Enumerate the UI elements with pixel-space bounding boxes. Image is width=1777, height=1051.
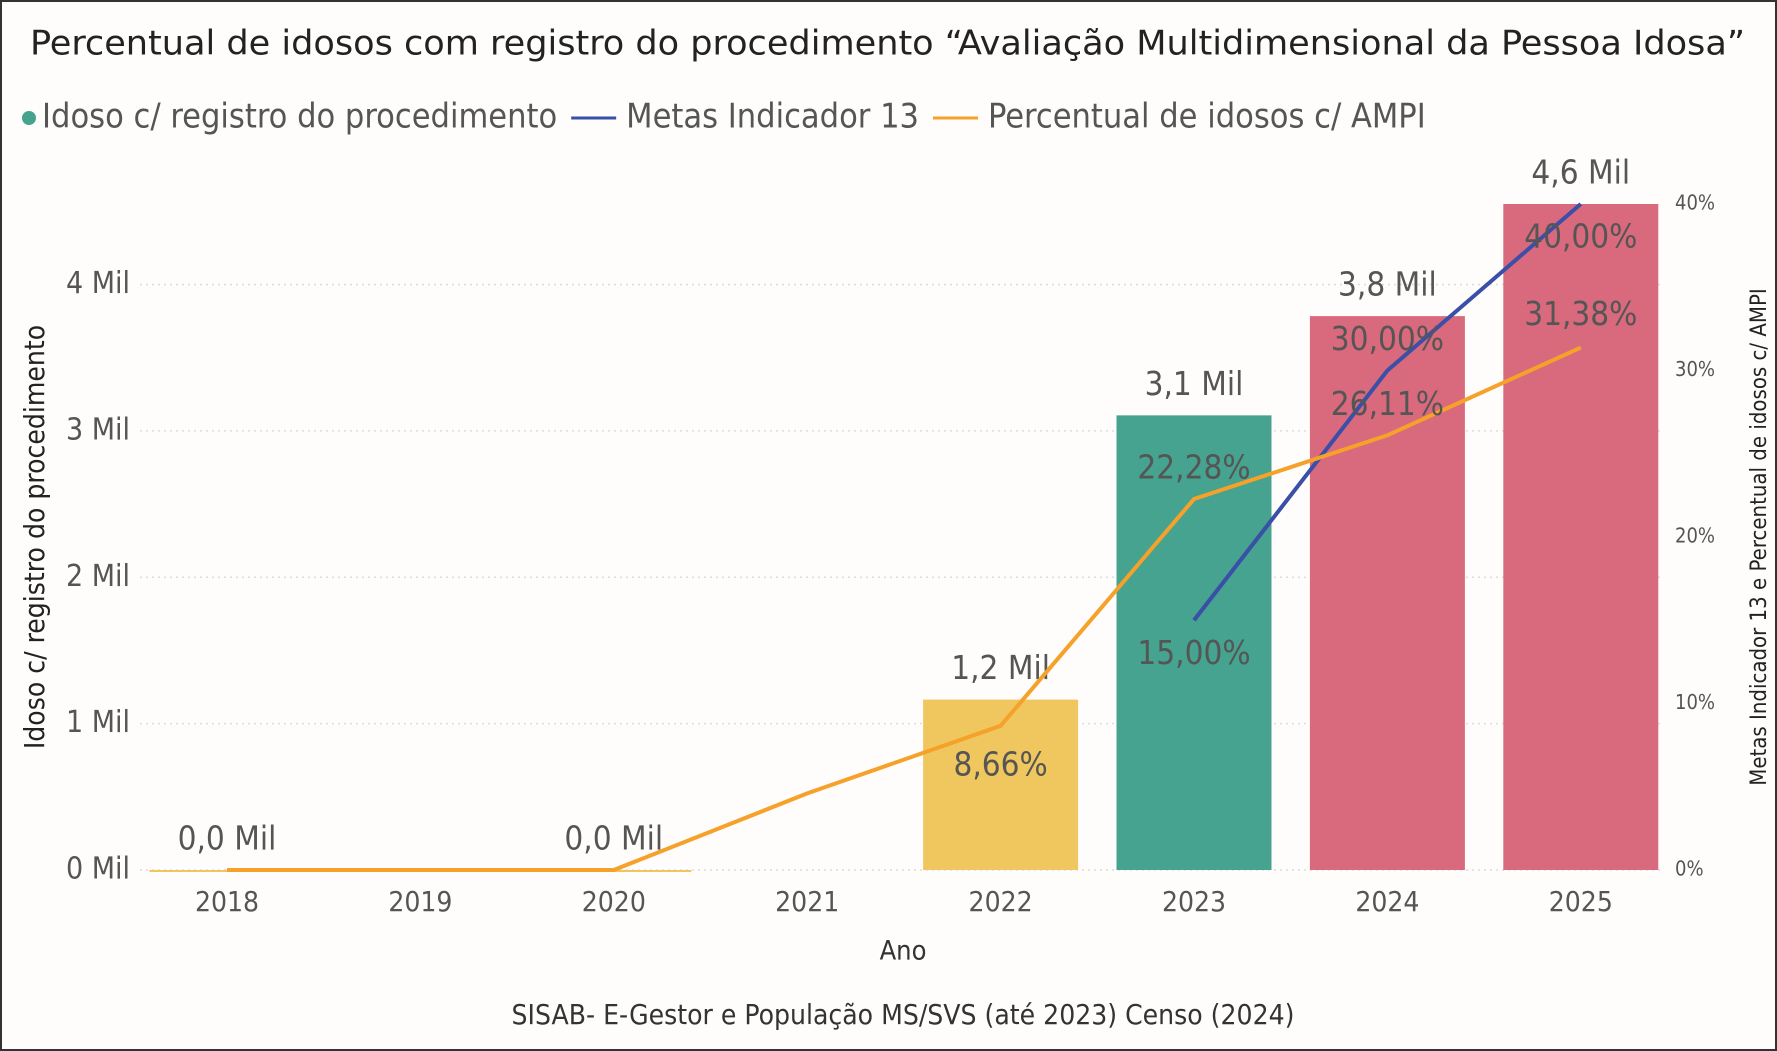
legend-label: Metas Indicador 13 [626, 97, 919, 137]
line-value-label: 8,66% [953, 744, 1047, 783]
x-tick-label: 2025 [1549, 885, 1613, 918]
y-tick-label: 1 Mil [66, 705, 130, 740]
x-tick-label: 2021 [775, 885, 839, 918]
line-value-label: 31,38% [1524, 294, 1637, 333]
legend-label: Percentual de idosos c/ AMPI [988, 97, 1426, 137]
source: SISAB- E-Gestor e População MS/SVS (até … [512, 998, 1295, 1031]
y2-tick-label: 40% [1675, 191, 1715, 215]
bar-value-label: 1,2 Mil [951, 648, 1050, 687]
y-axis-title: Idoso c/ registro do procedimento [18, 325, 51, 749]
legend-marker [22, 111, 36, 125]
x-axis-title: Ano [880, 936, 927, 967]
bar [1309, 316, 1465, 870]
legend-label: Idoso c/ registro do procedimento [42, 97, 557, 137]
y-tick-label: 2 Mil [66, 559, 130, 594]
y2-axis-title: Metas Indicador 13 e Percentual de idoso… [1747, 288, 1772, 785]
bar-value-label: 3,1 Mil [1145, 364, 1244, 403]
line-value-label: 22,28% [1137, 448, 1250, 487]
bar-value-label: 0,0 Mil [178, 819, 277, 858]
line-value-label: 30,00% [1331, 319, 1444, 358]
bar-value-label: 0,0 Mil [564, 819, 663, 858]
line [227, 345, 1582, 872]
line-value-label: 26,11% [1331, 384, 1444, 423]
bar-value-label: 3,8 Mil [1338, 265, 1437, 304]
chart-title: Percentual de idosos com registro do pro… [30, 24, 1745, 64]
x-tick-label: 2022 [969, 885, 1033, 918]
x-tick-label: 2020 [582, 885, 646, 918]
bar-value-label: 4,6 Mil [1531, 153, 1630, 192]
x-tick-label: 2024 [1355, 885, 1419, 918]
line [1192, 202, 1583, 622]
line-value-label: 15,00% [1137, 633, 1250, 672]
y2-tick-label: 0% [1675, 857, 1704, 881]
line-value-label: 40,00% [1524, 217, 1637, 256]
y2-tick-label: 10% [1675, 690, 1715, 714]
x-tick-label: 2023 [1162, 885, 1226, 918]
y-tick-label: 0 Mil [66, 852, 130, 887]
bar [1503, 204, 1659, 870]
y-tick-label: 3 Mil [66, 412, 130, 447]
legend: Idoso c/ registro do procedimento Metas I… [22, 97, 1426, 137]
y2-tick-label: 30% [1675, 357, 1715, 381]
x-tick-label: 2018 [195, 885, 259, 918]
y2-tick-label: 20% [1675, 524, 1715, 548]
bar [923, 699, 1079, 870]
y-tick-label: 4 Mil [66, 266, 130, 301]
x-tick-label: 2019 [388, 885, 452, 918]
bar [1116, 415, 1272, 870]
